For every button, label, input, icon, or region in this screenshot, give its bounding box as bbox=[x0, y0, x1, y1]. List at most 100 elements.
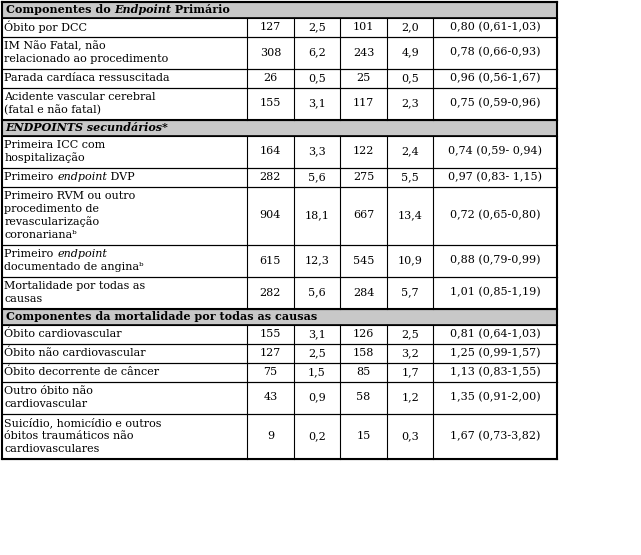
Text: 9: 9 bbox=[267, 431, 274, 441]
Text: 0,88 (0,79-0,99): 0,88 (0,79-0,99) bbox=[450, 255, 540, 266]
Text: 3,1: 3,1 bbox=[308, 329, 326, 339]
Text: Suicídio, homicídio e outros: Suicídio, homicídio e outros bbox=[4, 417, 162, 428]
Text: 0,78 (0,66-0,93): 0,78 (0,66-0,93) bbox=[450, 47, 540, 58]
Text: 5,5: 5,5 bbox=[401, 172, 419, 182]
Text: procedimento de: procedimento de bbox=[4, 204, 99, 214]
Text: 164: 164 bbox=[260, 147, 281, 157]
Text: 0,2: 0,2 bbox=[308, 431, 326, 441]
Text: 1,7: 1,7 bbox=[401, 367, 419, 377]
Text: 308: 308 bbox=[260, 48, 281, 58]
Text: endpoint: endpoint bbox=[57, 249, 107, 259]
Text: coronarianaᵇ: coronarianaᵇ bbox=[4, 230, 77, 240]
Text: 101: 101 bbox=[353, 22, 374, 32]
Text: Primeira ICC com: Primeira ICC com bbox=[4, 140, 106, 150]
Text: cardiovascular: cardiovascular bbox=[4, 399, 88, 409]
Text: Primário: Primário bbox=[171, 4, 230, 15]
Text: 282: 282 bbox=[260, 172, 281, 182]
Text: 155: 155 bbox=[260, 329, 281, 339]
Text: 2,3: 2,3 bbox=[401, 98, 419, 108]
Text: 0,75 (0,59-0,96): 0,75 (0,59-0,96) bbox=[450, 98, 540, 109]
Text: Mortalidade por todas as: Mortalidade por todas as bbox=[4, 281, 146, 291]
Text: 10,9: 10,9 bbox=[397, 255, 422, 265]
Text: 12,3: 12,3 bbox=[304, 255, 329, 265]
Text: 85: 85 bbox=[356, 367, 370, 377]
Text: relacionado ao procedimento: relacionado ao procedimento bbox=[4, 54, 169, 64]
Text: 1,5: 1,5 bbox=[308, 367, 326, 377]
Text: 58: 58 bbox=[356, 392, 370, 402]
Text: 3,1: 3,1 bbox=[308, 98, 326, 108]
Text: 5,6: 5,6 bbox=[308, 172, 326, 182]
Text: 1,67 (0,73-3,82): 1,67 (0,73-3,82) bbox=[450, 431, 540, 441]
Text: 282: 282 bbox=[260, 287, 281, 297]
Text: Óbito por DCC: Óbito por DCC bbox=[4, 21, 88, 33]
Text: 243: 243 bbox=[353, 48, 374, 58]
Text: 26: 26 bbox=[263, 73, 278, 83]
Text: 904: 904 bbox=[260, 210, 281, 220]
Text: 545: 545 bbox=[353, 255, 374, 265]
Text: 2,5: 2,5 bbox=[308, 348, 326, 358]
Text: 3,2: 3,2 bbox=[401, 348, 419, 358]
Text: documentado de anginaᵇ: documentado de anginaᵇ bbox=[4, 262, 144, 272]
Text: 2,5: 2,5 bbox=[308, 22, 326, 32]
Text: 122: 122 bbox=[353, 147, 374, 157]
Text: Primeiro: Primeiro bbox=[4, 249, 57, 259]
Text: 0,74 (0,59- 0,94): 0,74 (0,59- 0,94) bbox=[448, 147, 542, 157]
Text: 667: 667 bbox=[353, 210, 374, 220]
Text: 0,81 (0,64-1,03): 0,81 (0,64-1,03) bbox=[450, 329, 540, 339]
Text: Acidente vascular cerebral: Acidente vascular cerebral bbox=[4, 92, 156, 102]
Text: 0,3: 0,3 bbox=[401, 431, 419, 441]
Text: 43: 43 bbox=[263, 392, 278, 402]
Text: Óbito decorrente de câncer: Óbito decorrente de câncer bbox=[4, 367, 160, 377]
Text: ENDPOINTS secundários*: ENDPOINTS secundários* bbox=[6, 122, 169, 133]
Text: 2,4: 2,4 bbox=[401, 147, 419, 157]
Text: 25: 25 bbox=[356, 73, 370, 83]
Bar bbox=[1, 119, 556, 135]
Text: 1,35 (0,91-2,00): 1,35 (0,91-2,00) bbox=[450, 392, 540, 403]
Text: 1,13 (0,83-1,55): 1,13 (0,83-1,55) bbox=[450, 367, 540, 377]
Text: Óbito cardiovascular: Óbito cardiovascular bbox=[4, 329, 122, 339]
Text: IM Não Fatal, não: IM Não Fatal, não bbox=[4, 41, 106, 51]
Text: Outro óbito não: Outro óbito não bbox=[4, 386, 94, 396]
Text: DVP: DVP bbox=[107, 172, 135, 182]
Text: Primeiro: Primeiro bbox=[4, 172, 57, 182]
Text: 5,7: 5,7 bbox=[401, 287, 419, 297]
Text: cardiovasculares: cardiovasculares bbox=[4, 444, 100, 454]
Text: 284: 284 bbox=[353, 287, 374, 297]
Text: 1,25 (0,99-1,57): 1,25 (0,99-1,57) bbox=[450, 348, 540, 358]
Text: 126: 126 bbox=[353, 329, 374, 339]
Text: 4,9: 4,9 bbox=[401, 48, 419, 58]
Text: 6,2: 6,2 bbox=[308, 48, 326, 58]
Text: 2,0: 2,0 bbox=[401, 22, 419, 32]
Text: 0,96 (0,56-1,67): 0,96 (0,56-1,67) bbox=[450, 73, 540, 83]
Text: endpoint: endpoint bbox=[57, 172, 107, 182]
Text: Endpoint: Endpoint bbox=[114, 4, 171, 15]
Text: Componentes da mortalidade por todas as causas: Componentes da mortalidade por todas as … bbox=[6, 311, 317, 322]
Bar bbox=[1, 2, 556, 458]
Text: 13,4: 13,4 bbox=[397, 210, 422, 220]
Text: 0,97 (0,83- 1,15): 0,97 (0,83- 1,15) bbox=[448, 172, 542, 182]
Text: 117: 117 bbox=[353, 98, 374, 108]
Text: 0,5: 0,5 bbox=[308, 73, 326, 83]
Text: 0,72 (0,65-0,80): 0,72 (0,65-0,80) bbox=[450, 210, 540, 221]
Text: hospitalização: hospitalização bbox=[4, 153, 85, 163]
Text: Primeiro RVM ou outro: Primeiro RVM ou outro bbox=[4, 191, 136, 201]
Text: 158: 158 bbox=[353, 348, 374, 358]
Bar bbox=[1, 309, 556, 325]
Text: 0,9: 0,9 bbox=[308, 392, 326, 402]
Text: (fatal e não fatal): (fatal e não fatal) bbox=[4, 105, 101, 115]
Text: causas: causas bbox=[4, 294, 43, 304]
Text: 2,5: 2,5 bbox=[401, 329, 419, 339]
Bar bbox=[1, 2, 556, 18]
Text: Parada cardíaca ressuscitada: Parada cardíaca ressuscitada bbox=[4, 73, 170, 83]
Text: revascularização: revascularização bbox=[4, 216, 99, 228]
Text: 155: 155 bbox=[260, 98, 281, 108]
Text: 75: 75 bbox=[263, 367, 278, 377]
Text: 275: 275 bbox=[353, 172, 374, 182]
Text: 3,3: 3,3 bbox=[308, 147, 326, 157]
Text: 1,2: 1,2 bbox=[401, 392, 419, 402]
Text: 18,1: 18,1 bbox=[304, 210, 329, 220]
Text: 5,6: 5,6 bbox=[308, 287, 326, 297]
Text: 615: 615 bbox=[260, 255, 281, 265]
Text: Componentes do: Componentes do bbox=[6, 4, 114, 15]
Text: Óbito não cardiovascular: Óbito não cardiovascular bbox=[4, 348, 146, 358]
